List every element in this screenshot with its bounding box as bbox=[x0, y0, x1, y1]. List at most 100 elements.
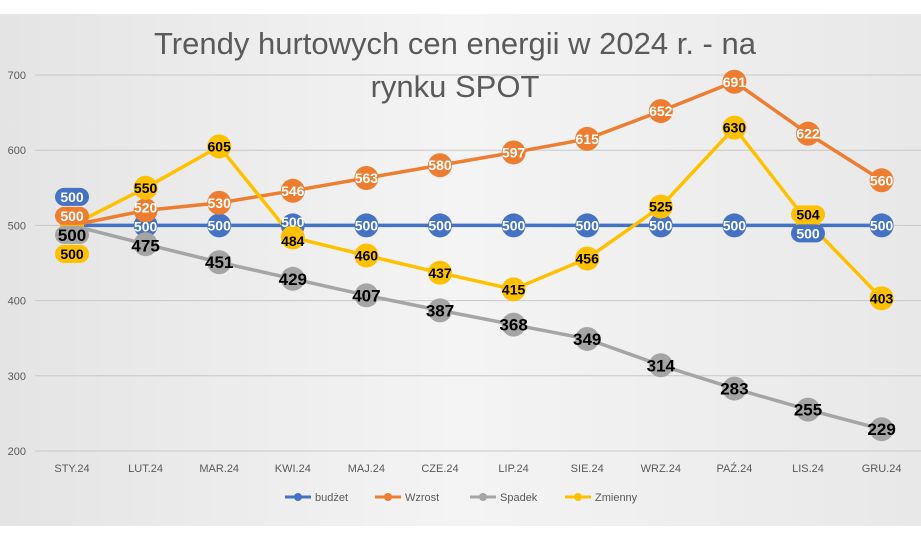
y-tick-label: 300 bbox=[8, 371, 26, 383]
data-point-Spadek bbox=[207, 250, 232, 275]
data-point-Wzrost bbox=[575, 126, 600, 151]
data-label-Spadek: 387 bbox=[426, 301, 454, 320]
data-label-budżet: 500 bbox=[428, 217, 452, 233]
data-label-bg-Spadek bbox=[55, 225, 89, 244]
data-label-budżet: 500 bbox=[649, 218, 673, 234]
data-label-Spadek: 429 bbox=[279, 270, 307, 289]
data-point-Wzrost bbox=[280, 178, 305, 203]
x-tick-label: LIP.24 bbox=[498, 463, 528, 475]
data-point-budżet bbox=[428, 213, 452, 238]
data-label-bg-Wzrost bbox=[55, 206, 89, 225]
x-tick-label: STY.24 bbox=[54, 463, 89, 475]
y-tick-label: 500 bbox=[8, 220, 26, 232]
data-label-Zmienny: 403 bbox=[870, 290, 894, 306]
data-label-Zmienny: 415 bbox=[502, 281, 526, 297]
data-label-budżet: 500 bbox=[870, 217, 894, 233]
y-tick-label: 200 bbox=[8, 446, 26, 458]
data-label-Zmienny: 437 bbox=[428, 265, 452, 281]
x-tick-label: MAJ.24 bbox=[348, 463, 385, 475]
data-point-Wzrost bbox=[722, 69, 747, 94]
data-point-Spadek bbox=[722, 376, 747, 401]
data-label-Spadek: 283 bbox=[720, 380, 748, 399]
data-point-budżet bbox=[869, 213, 894, 238]
data-label-Wzrost: 563 bbox=[355, 170, 379, 186]
chart-title-line: Trendy hurtowych cen energii w 2024 r. -… bbox=[154, 26, 757, 61]
data-label-Wzrost: 520 bbox=[134, 200, 158, 216]
data-point-budżet bbox=[207, 213, 232, 238]
data-label-Spadek: 451 bbox=[205, 253, 233, 272]
data-point-Zmienny bbox=[575, 246, 600, 271]
data-label-bg-budżet bbox=[791, 224, 825, 243]
data-label-Spadek: 500 bbox=[58, 226, 86, 245]
data-label-budżet: 500 bbox=[60, 189, 84, 205]
data-label-Wzrost: 597 bbox=[502, 144, 526, 160]
data-label-Zmienny: 504 bbox=[796, 206, 820, 222]
x-tick-label: LUT.24 bbox=[128, 463, 163, 475]
data-point-Spadek bbox=[354, 283, 379, 308]
data-label-Wzrost: 580 bbox=[428, 157, 452, 173]
x-tick-label: SIE.24 bbox=[571, 463, 604, 475]
data-label-Spadek: 255 bbox=[794, 401, 822, 420]
data-label-Spadek: 407 bbox=[352, 286, 380, 305]
data-point-Wzrost bbox=[133, 198, 158, 223]
x-tick-label: KWI.24 bbox=[275, 463, 311, 475]
data-point-Spadek bbox=[648, 353, 673, 378]
data-label-Wzrost: 691 bbox=[723, 74, 747, 90]
data-label-bg-budżet bbox=[55, 187, 89, 206]
data-label-Zmienny: 500 bbox=[60, 246, 84, 262]
legend-marker-Zmienny bbox=[574, 493, 582, 501]
data-label-Spadek: 368 bbox=[499, 316, 527, 335]
x-tick-label: CZE.24 bbox=[421, 463, 458, 475]
data-label-Spadek: 229 bbox=[867, 420, 895, 439]
data-point-budżet bbox=[648, 213, 673, 238]
legend-marker-Spadek bbox=[479, 493, 487, 501]
data-point-Zmienny bbox=[207, 134, 232, 159]
series-line-Wzrost bbox=[71, 79, 883, 228]
series-line-Zmienny bbox=[71, 124, 883, 300]
chart-area: Trendy hurtowych cen energii w 2024 r. -… bbox=[0, 14, 921, 526]
data-label-budżet: 500 bbox=[723, 217, 747, 233]
data-point-Spadek bbox=[428, 298, 452, 323]
data-label-Wzrost: 546 bbox=[281, 183, 305, 199]
legend-label: Spadek bbox=[500, 492, 538, 504]
x-tick-label: PAŹ.24 bbox=[716, 462, 752, 475]
data-label-budżet: 500 bbox=[796, 225, 820, 241]
data-point-Wzrost bbox=[428, 153, 452, 178]
data-point-Wzrost bbox=[796, 121, 820, 146]
data-point-Zmienny bbox=[722, 115, 747, 140]
data-label-Wzrost: 622 bbox=[796, 126, 820, 142]
data-label-budżet: 500 bbox=[502, 217, 526, 233]
x-tick-label: MAR.24 bbox=[199, 463, 239, 475]
data-label-budżet: 500 bbox=[355, 217, 379, 233]
data-point-budżet bbox=[354, 213, 379, 238]
data-point-Zmienny bbox=[648, 194, 673, 219]
data-point-Wzrost bbox=[869, 168, 894, 193]
data-point-Wzrost bbox=[207, 190, 232, 215]
data-point-Spadek bbox=[796, 397, 820, 422]
y-tick-label: 700 bbox=[8, 70, 26, 82]
data-label-Wzrost: 530 bbox=[208, 195, 232, 211]
data-point-Wzrost bbox=[354, 166, 379, 191]
data-label-Wzrost: 500 bbox=[60, 208, 84, 224]
data-label-Zmienny: 630 bbox=[723, 120, 747, 136]
y-tick-label: 600 bbox=[8, 145, 26, 157]
data-label-budżet: 500 bbox=[134, 219, 158, 235]
data-label-Zmienny: 605 bbox=[208, 138, 232, 154]
chart-title-line: rynku SPOT bbox=[371, 69, 540, 104]
data-label-Zmienny: 484 bbox=[281, 233, 305, 249]
data-point-Spadek bbox=[575, 326, 600, 351]
x-tick-label: WRZ.24 bbox=[641, 463, 681, 475]
data-label-Wzrost: 615 bbox=[576, 131, 600, 147]
data-label-budżet: 500 bbox=[281, 214, 305, 230]
data-label-Zmienny: 456 bbox=[576, 250, 600, 266]
data-point-Zmienny bbox=[133, 175, 158, 200]
x-tick-label: LIS.24 bbox=[792, 463, 824, 475]
data-label-Spadek: 349 bbox=[573, 330, 601, 349]
data-label-Spadek: 314 bbox=[647, 356, 676, 375]
data-point-budżet bbox=[575, 213, 600, 238]
data-point-budżet bbox=[501, 213, 526, 238]
legend-marker-Wzrost bbox=[384, 493, 392, 501]
data-label-Zmienny: 525 bbox=[649, 199, 673, 215]
data-label-bg-Zmienny bbox=[791, 205, 825, 224]
data-point-Zmienny bbox=[354, 243, 379, 268]
